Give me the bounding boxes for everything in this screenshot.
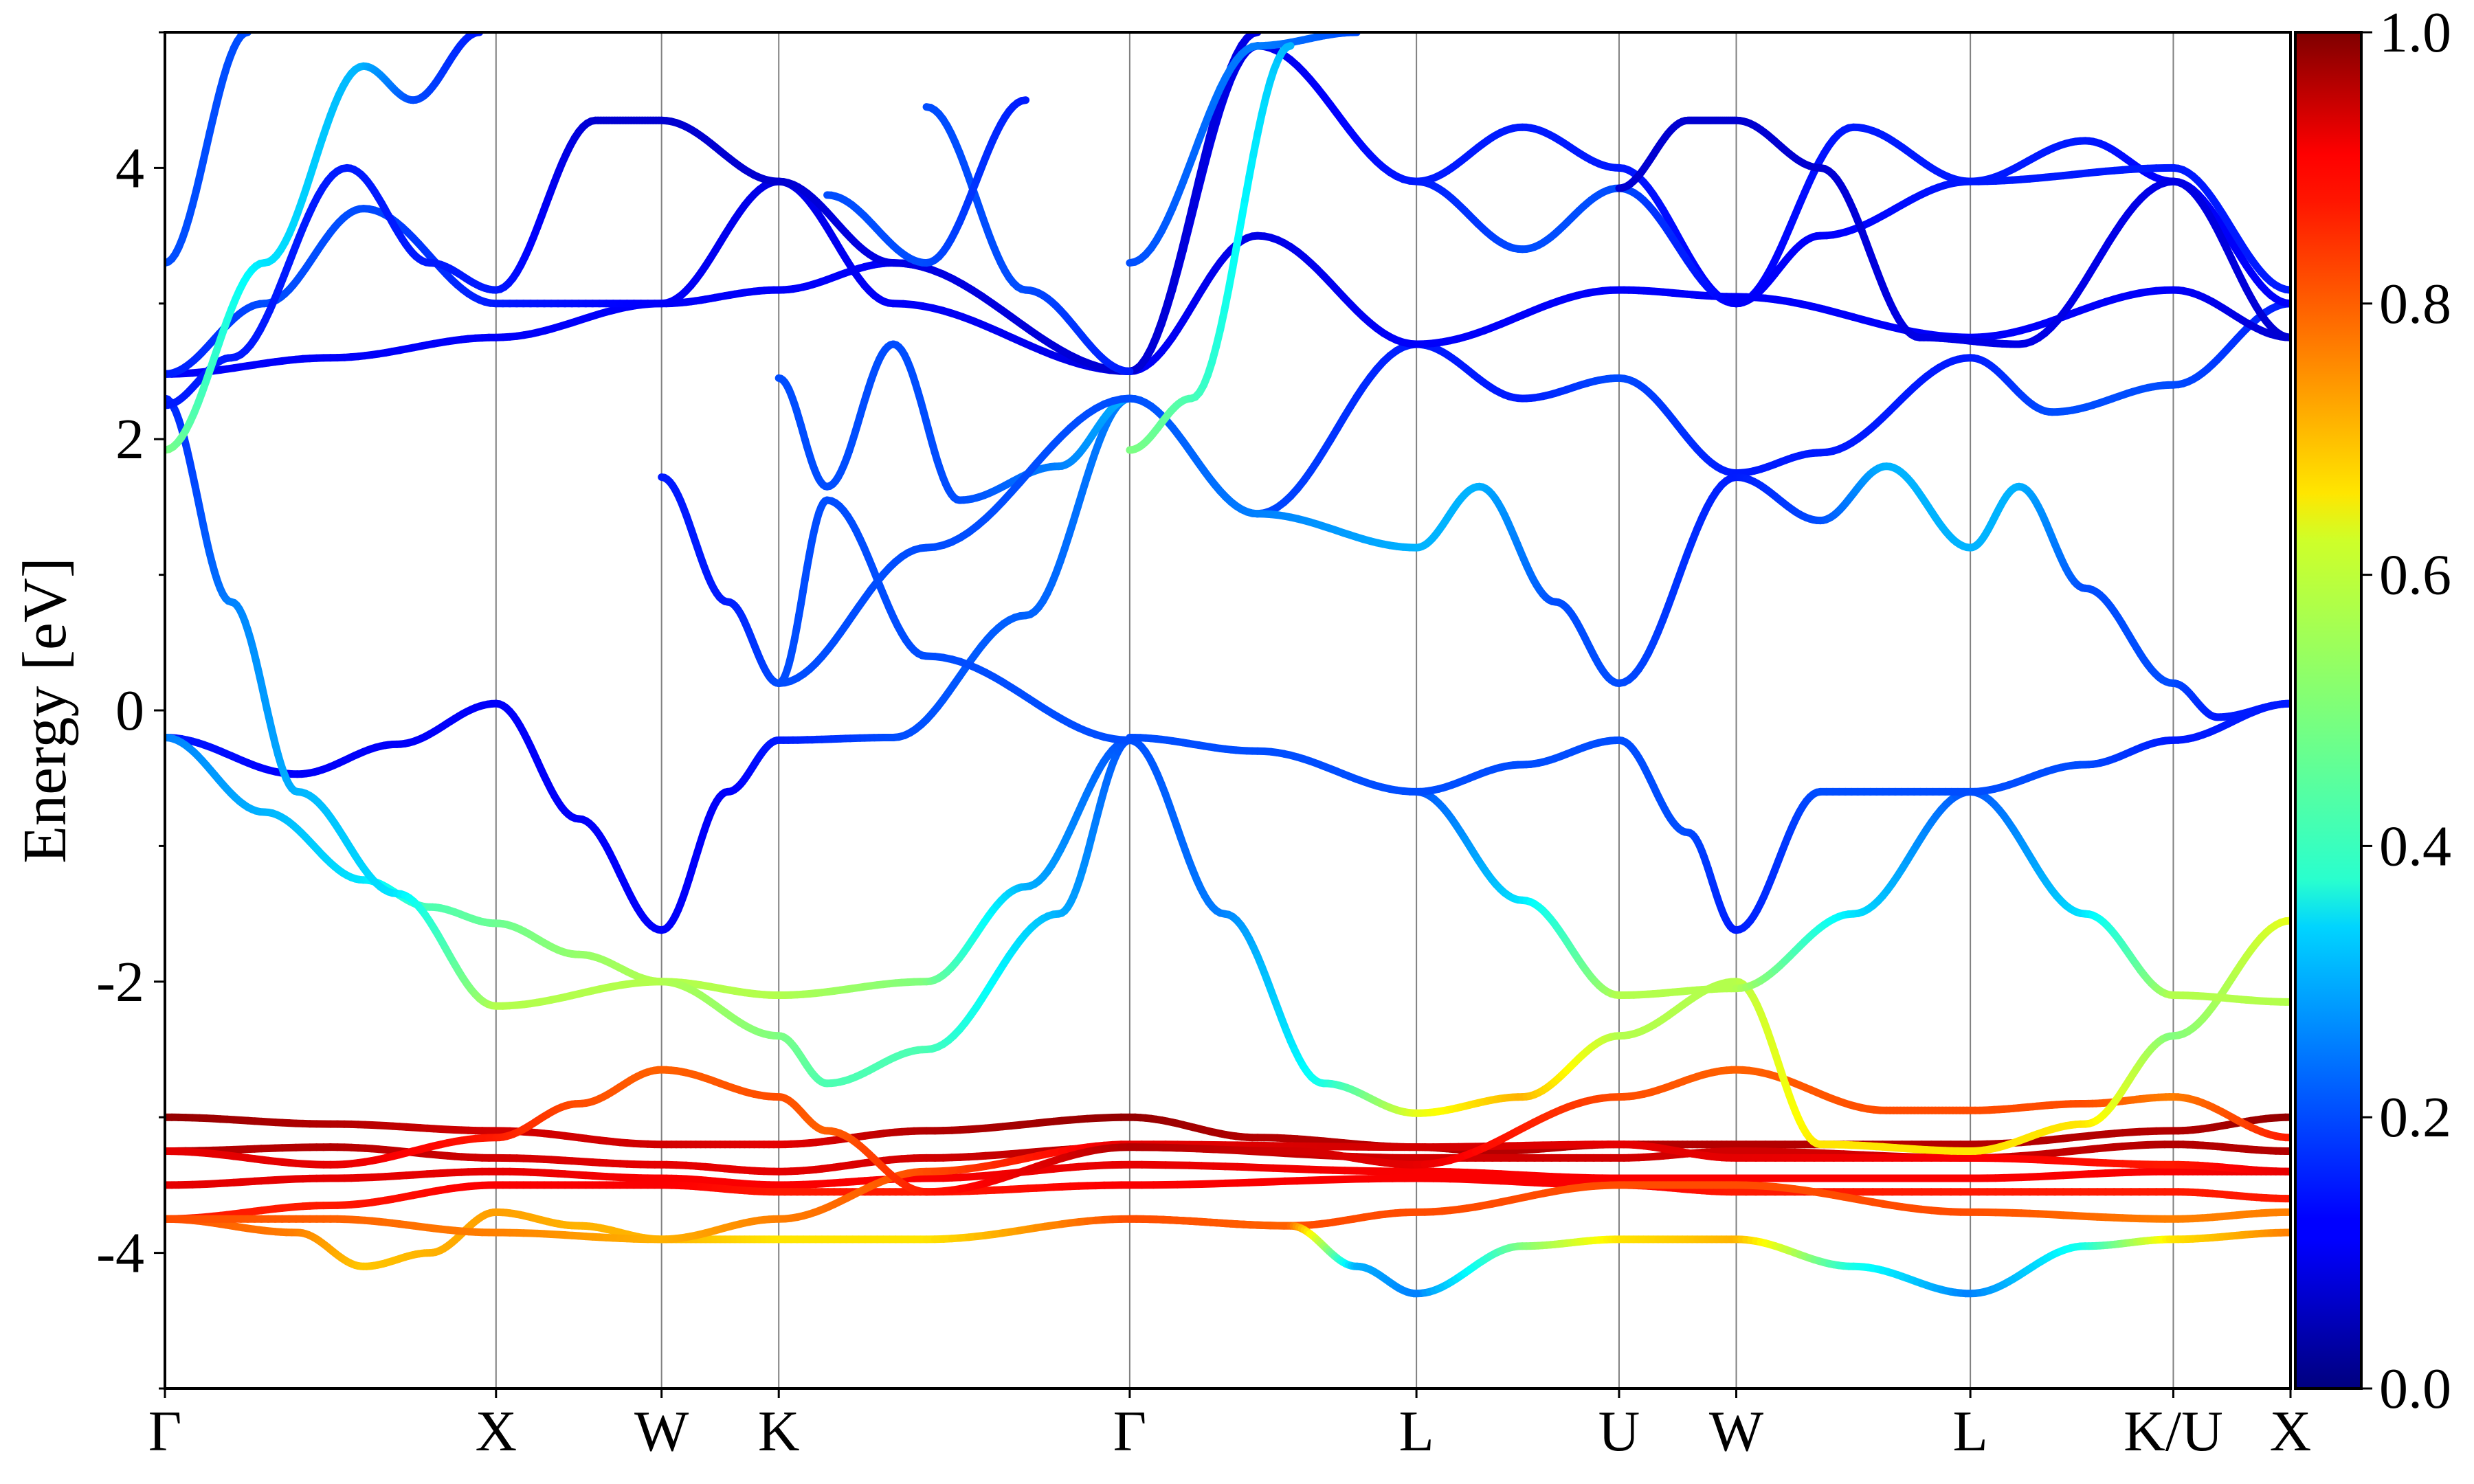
band-line [165, 1160, 2291, 1189]
band-line [165, 394, 1134, 1088]
band-line [165, 394, 1134, 934]
band-line [774, 496, 1134, 744]
band-line [165, 1174, 2291, 1223]
bands [165, 32, 2291, 1298]
band-line [1412, 787, 2291, 1006]
band-line [1412, 1228, 2291, 1298]
band-segment [1117, 736, 1134, 744]
band-line [1126, 1215, 1420, 1298]
band-line [1126, 736, 2291, 1155]
band-line [658, 394, 2291, 721]
band-line [1126, 699, 2291, 934]
